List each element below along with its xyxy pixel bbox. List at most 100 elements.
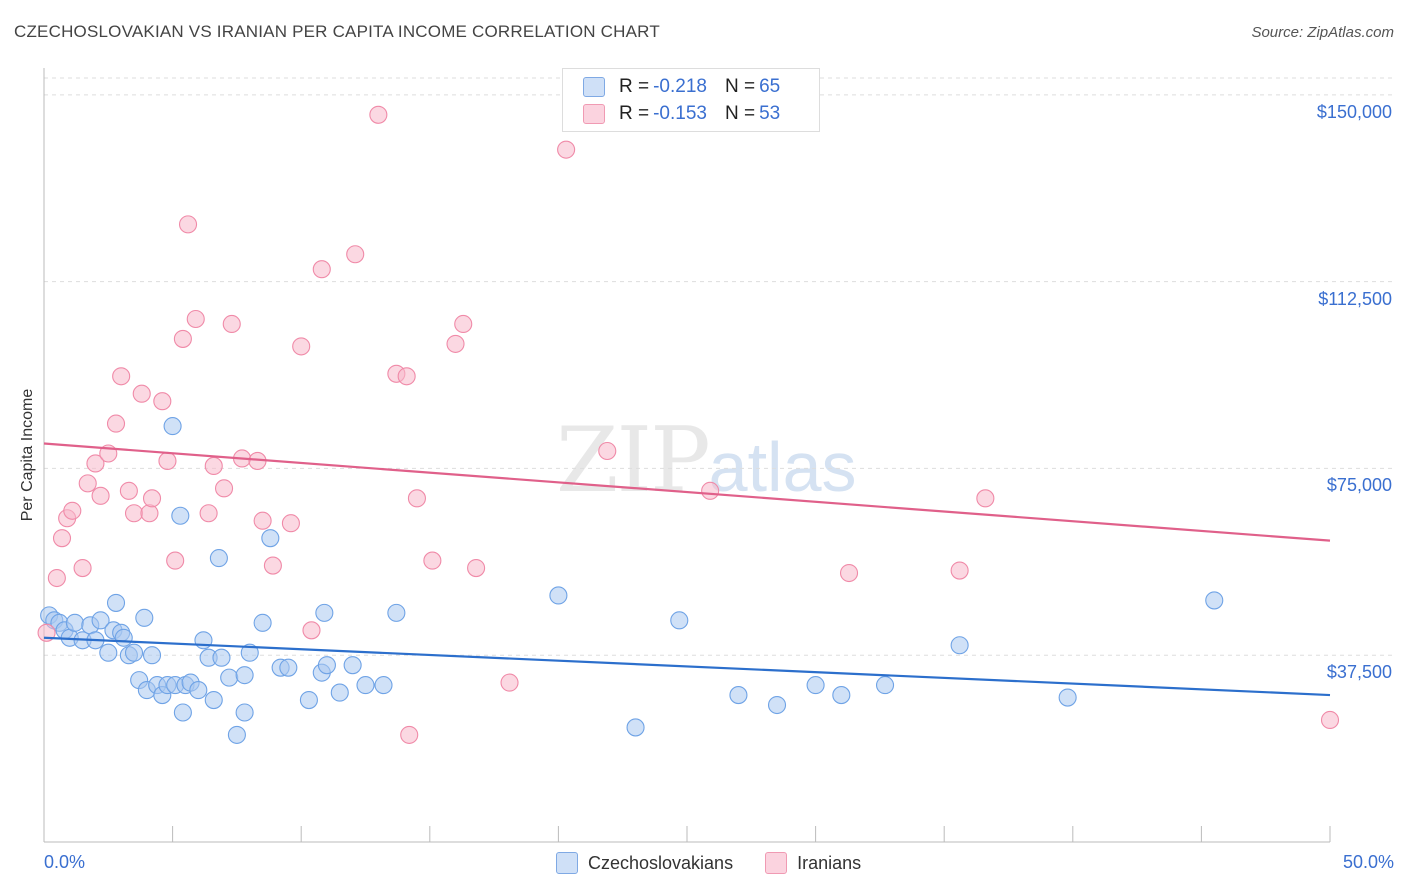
data-points	[37, 105, 1340, 744]
data-point	[467, 559, 486, 578]
trend-line	[43, 442, 1331, 542]
data-point	[91, 611, 110, 630]
data-point	[63, 501, 82, 520]
data-point	[142, 646, 162, 665]
data-point	[163, 417, 182, 436]
legend-label: Iranians	[797, 852, 862, 873]
y-tick-label: $150,000	[1316, 101, 1392, 122]
data-point	[330, 683, 349, 702]
data-point	[153, 392, 172, 411]
data-point	[387, 603, 406, 622]
data-point	[235, 666, 254, 685]
data-point	[670, 611, 689, 630]
data-point	[235, 703, 254, 722]
source-label: Source: ZipAtlas.com	[1251, 24, 1394, 41]
data-point	[171, 506, 190, 525]
data-point	[124, 643, 144, 662]
chart-title: CZECHOSLOVAKIAN VS IRANIAN PER CAPITA IN…	[14, 22, 660, 41]
n-label: N =	[724, 103, 756, 124]
n-value: 65	[759, 76, 781, 97]
data-point	[454, 314, 473, 334]
data-point	[166, 551, 185, 570]
data-point	[950, 561, 969, 580]
data-point	[220, 668, 239, 687]
data-point	[173, 703, 192, 722]
n-value: 53	[759, 103, 781, 124]
correlation-legend: R = -0.218 N = 65 R = -0.153 N = 53	[562, 68, 820, 132]
r-label: R =	[619, 76, 650, 97]
watermark-atlas: atlas	[708, 428, 857, 506]
legend-swatch-blue	[583, 77, 605, 97]
data-point	[1058, 688, 1077, 707]
data-point	[73, 559, 92, 578]
series-legend: Czechoslovakians Iranians	[556, 852, 893, 874]
data-point	[374, 676, 393, 695]
data-point	[91, 486, 110, 505]
axes	[43, 68, 1331, 843]
data-point	[158, 451, 177, 471]
data-point	[557, 140, 576, 159]
data-point	[976, 489, 995, 508]
data-point	[626, 718, 645, 737]
trend-line	[43, 636, 1331, 697]
data-point	[292, 337, 311, 356]
legend-swatch-pink	[765, 852, 788, 874]
data-point	[701, 481, 720, 500]
x-tick-label-max: 50.0%	[1342, 852, 1394, 872]
data-point	[598, 441, 617, 461]
data-point	[112, 367, 131, 386]
data-point	[407, 489, 426, 508]
legend-row-iranians: R = -0.153 N = 53	[583, 102, 780, 126]
data-point	[281, 514, 300, 533]
x-tick-label-min: 0.0%	[44, 852, 86, 872]
data-point	[549, 586, 568, 605]
watermark: ZIPatlas	[556, 408, 857, 513]
data-point	[199, 504, 218, 523]
data-point	[173, 329, 192, 348]
data-point	[78, 474, 97, 493]
data-point	[222, 314, 241, 334]
legend-swatch-blue	[556, 852, 578, 874]
data-point	[240, 643, 259, 662]
data-point	[214, 479, 234, 498]
data-point	[253, 613, 272, 632]
data-point	[423, 551, 442, 570]
trend-lines	[43, 442, 1331, 697]
data-point	[950, 636, 969, 655]
data-point	[132, 384, 151, 403]
data-point	[263, 556, 282, 575]
data-point	[343, 656, 362, 675]
data-point	[832, 686, 851, 705]
series-iranians	[37, 105, 1340, 744]
data-point	[875, 676, 895, 695]
data-point	[52, 529, 72, 548]
data-point	[446, 334, 465, 353]
data-point	[253, 511, 272, 530]
y-tick-label: $75,000	[1326, 475, 1392, 496]
data-point	[106, 593, 126, 612]
data-point	[806, 676, 825, 695]
data-point	[209, 549, 228, 568]
data-point	[302, 621, 321, 640]
y-tick-label: $37,500	[1326, 662, 1392, 683]
data-point	[767, 695, 787, 715]
data-point	[86, 454, 105, 473]
series-czechoslovakians	[40, 417, 1224, 744]
data-point	[140, 504, 159, 523]
r-value: -0.153	[653, 103, 707, 124]
data-point	[400, 725, 419, 744]
data-point	[142, 489, 162, 508]
data-point	[369, 105, 388, 124]
data-point	[135, 608, 154, 627]
data-point	[178, 215, 198, 234]
data-point	[315, 603, 334, 622]
legend-item-czechoslovakians: Czechoslovakians	[556, 852, 733, 874]
data-point	[189, 681, 208, 700]
data-point	[1320, 710, 1340, 730]
r-label: R =	[619, 103, 650, 124]
watermark-zip: ZIP	[556, 408, 711, 513]
data-point	[1205, 591, 1224, 610]
r-value: -0.218	[653, 76, 707, 97]
legend-swatch-pink	[583, 104, 605, 124]
data-point	[729, 686, 748, 705]
